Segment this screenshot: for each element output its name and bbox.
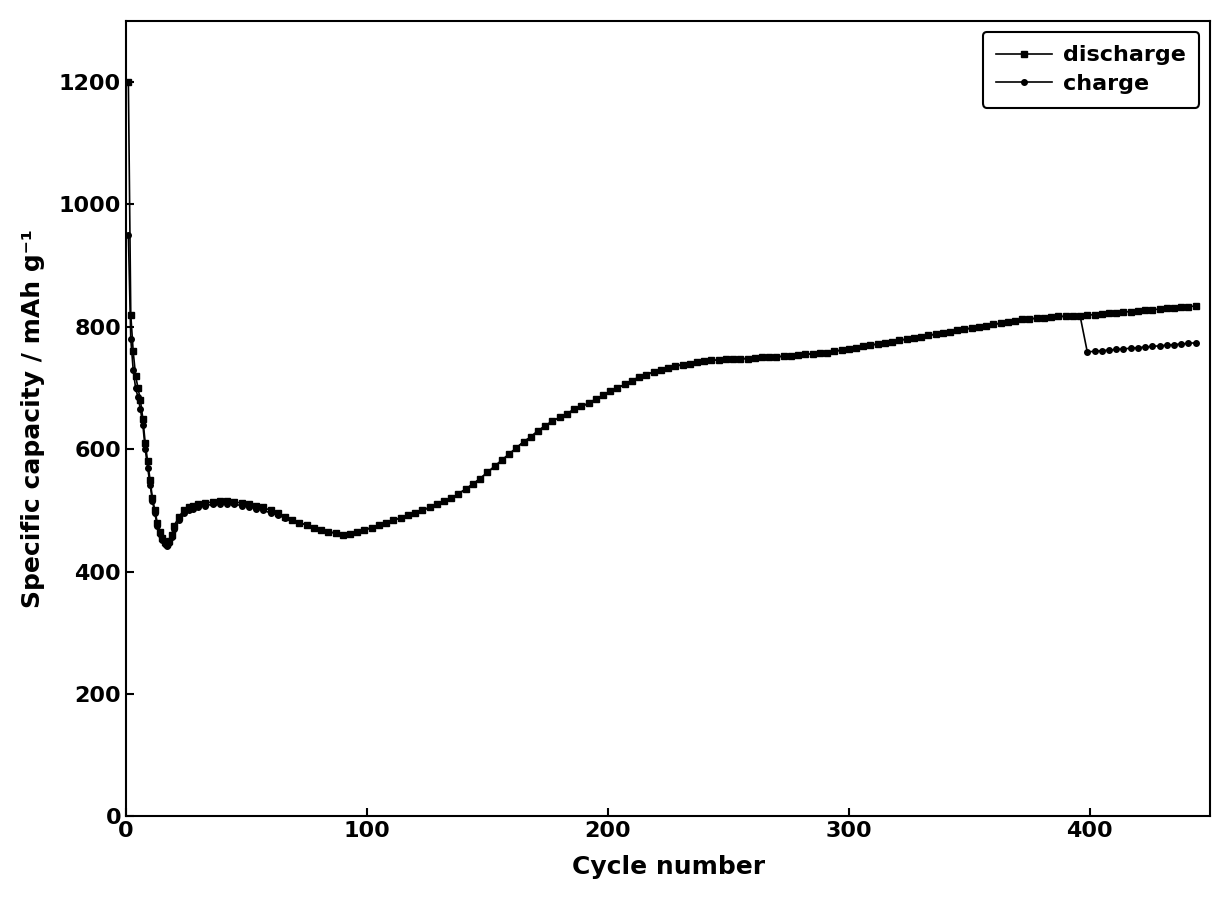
charge — [943, 327, 958, 338]
Line: charge: charge — [126, 232, 1199, 549]
discharge — [1181, 302, 1195, 312]
X-axis label: Cycle number: Cycle number — [571, 855, 764, 879]
discharge — [350, 526, 364, 537]
discharge — [1029, 313, 1044, 324]
charge — [350, 526, 364, 537]
charge — [121, 230, 135, 240]
Legend: discharge, charge: discharge, charge — [982, 32, 1199, 107]
Line: discharge: discharge — [126, 79, 1199, 547]
charge — [1188, 338, 1203, 348]
charge — [1181, 338, 1195, 349]
charge — [878, 338, 892, 348]
discharge — [943, 327, 958, 338]
charge — [160, 541, 175, 552]
Y-axis label: Specific capacity / mAh g⁻¹: Specific capacity / mAh g⁻¹ — [21, 230, 44, 608]
discharge — [878, 338, 892, 348]
charge — [1029, 313, 1044, 324]
discharge — [160, 539, 175, 550]
discharge — [121, 76, 135, 87]
discharge — [1109, 308, 1124, 319]
discharge — [1188, 301, 1203, 311]
charge — [1109, 344, 1124, 355]
